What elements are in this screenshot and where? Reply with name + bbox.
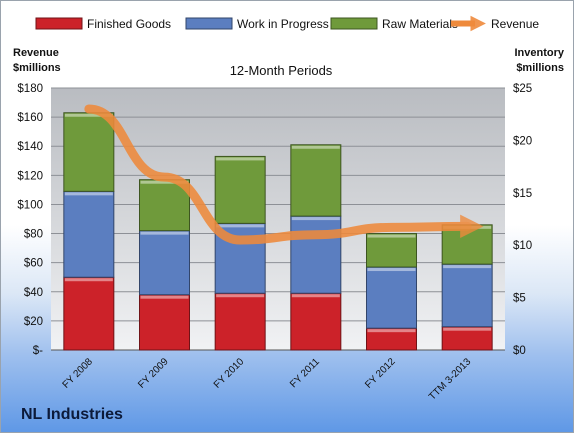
category-axis-labels: FY 2008 FY 2009 FY 2010 FY 2011 FY 2012 TTM 3… (61, 356, 474, 403)
right-axis-title-line1: Inventory (514, 47, 564, 59)
bar-highlight (140, 295, 189, 299)
bar-highlight (140, 231, 189, 235)
bar-segment-finished-goods (214, 292, 266, 351)
legend-label: Raw Materials (382, 17, 458, 31)
left-tick-label: $20 (24, 316, 43, 328)
bar-highlight (291, 145, 340, 149)
bar-segment-raw-materials (63, 112, 115, 192)
plot-area (51, 88, 505, 350)
bar-body (139, 230, 190, 296)
bar-body (139, 294, 190, 351)
legend-item: Finished Goods (35, 17, 171, 31)
bar-body (366, 233, 417, 268)
bar-segment-raw-materials (366, 233, 417, 268)
right-tick-label: $5 (513, 293, 526, 305)
bar-highlight (291, 217, 340, 221)
bar-body (214, 292, 266, 351)
legend-label: Revenue (491, 17, 539, 31)
category-label: FY 2009 (136, 356, 171, 391)
bar-segment-work-in-progress (290, 215, 342, 294)
legend-swatch (35, 17, 83, 30)
category-label: FY 2012 (363, 356, 398, 391)
bar-highlight (367, 234, 416, 238)
bar-body (214, 155, 266, 224)
left-tick-label: $40 (24, 287, 43, 299)
bar-highlight (367, 329, 416, 333)
legend-item: Raw Materials (330, 17, 458, 31)
bar-segment-work-in-progress (63, 190, 115, 278)
right-tick-label: $20 (513, 135, 532, 147)
bar-segment-raw-materials (214, 155, 266, 224)
right-tick-label: $10 (513, 240, 532, 252)
bar-body (366, 266, 417, 329)
left-tick-label: $120 (17, 170, 43, 182)
bar-body (441, 263, 493, 328)
left-tick-label: $180 (17, 83, 43, 95)
bar-highlight (367, 268, 416, 272)
bar-highlight (64, 278, 113, 282)
bar-body (290, 292, 342, 351)
bar-segment-finished-goods (290, 292, 342, 351)
bar-highlight (216, 294, 265, 298)
bar-highlight (64, 192, 113, 196)
bar-segment-work-in-progress (139, 230, 190, 296)
left-axis-title-line1: Revenue (13, 47, 59, 59)
category-label: FY 2011 (288, 356, 322, 390)
bar-highlight (64, 113, 113, 117)
bar-body (63, 190, 115, 278)
legend: Finished Goods Work in Progress Raw Materi… (35, 15, 539, 32)
left-tick-label: $100 (17, 199, 43, 211)
right-axis-ticks: $0 $5 $10 $15 $20 $25 (513, 83, 532, 357)
legend-item: Revenue (451, 15, 539, 32)
bar-segment-finished-goods (366, 327, 417, 351)
chart-subtitle: 12-Month Periods (230, 63, 333, 78)
company-name: NL Industries (21, 406, 123, 423)
bar-segment-finished-goods (441, 326, 493, 351)
bar-body (290, 215, 342, 294)
bar-highlight (291, 294, 340, 298)
bar-segment-raw-materials (139, 179, 190, 232)
left-tick-label: $140 (17, 141, 43, 153)
bar-highlight (216, 157, 265, 161)
bar-segment-work-in-progress (441, 263, 493, 328)
category-label: TTM 3-2013 (427, 356, 474, 403)
left-tick-label: $- (33, 345, 43, 357)
bar-segment-finished-goods (63, 276, 115, 351)
bar-body (290, 144, 342, 217)
legend-swatch (330, 17, 378, 30)
right-tick-label: $15 (513, 188, 532, 200)
left-tick-label: $80 (24, 229, 43, 241)
right-tick-label: $25 (513, 83, 532, 95)
legend-item: Work in Progress (185, 17, 329, 31)
bar-highlight (443, 265, 492, 269)
bar-body (139, 179, 190, 232)
right-axis-title-line2: $millions (516, 62, 564, 74)
legend-label: Work in Progress (237, 17, 329, 31)
bar-segment-raw-materials (290, 144, 342, 217)
left-tick-label: $160 (17, 112, 43, 124)
left-tick-label: $60 (24, 258, 43, 270)
revenue-line-path (84, 104, 484, 245)
bar-highlight (140, 180, 189, 184)
bar-body (63, 112, 115, 192)
bar-highlight (216, 224, 265, 228)
left-axis-ticks: $- $20 $40 $60 $80 $100 $120 $140 $160 $180 (17, 83, 43, 357)
right-tick-label: $0 (513, 345, 526, 357)
category-label: FY 2010 (212, 356, 247, 391)
legend-swatch (185, 17, 233, 30)
bar-body (63, 276, 115, 351)
bar-segment-work-in-progress (366, 266, 417, 329)
category-label: FY 2008 (61, 356, 96, 391)
bar-highlight (443, 327, 492, 331)
revenue-line (84, 104, 484, 245)
legend-label: Finished Goods (87, 17, 171, 31)
bar-segment-finished-goods (139, 294, 190, 351)
left-axis-title-line2: $millions (13, 62, 61, 74)
